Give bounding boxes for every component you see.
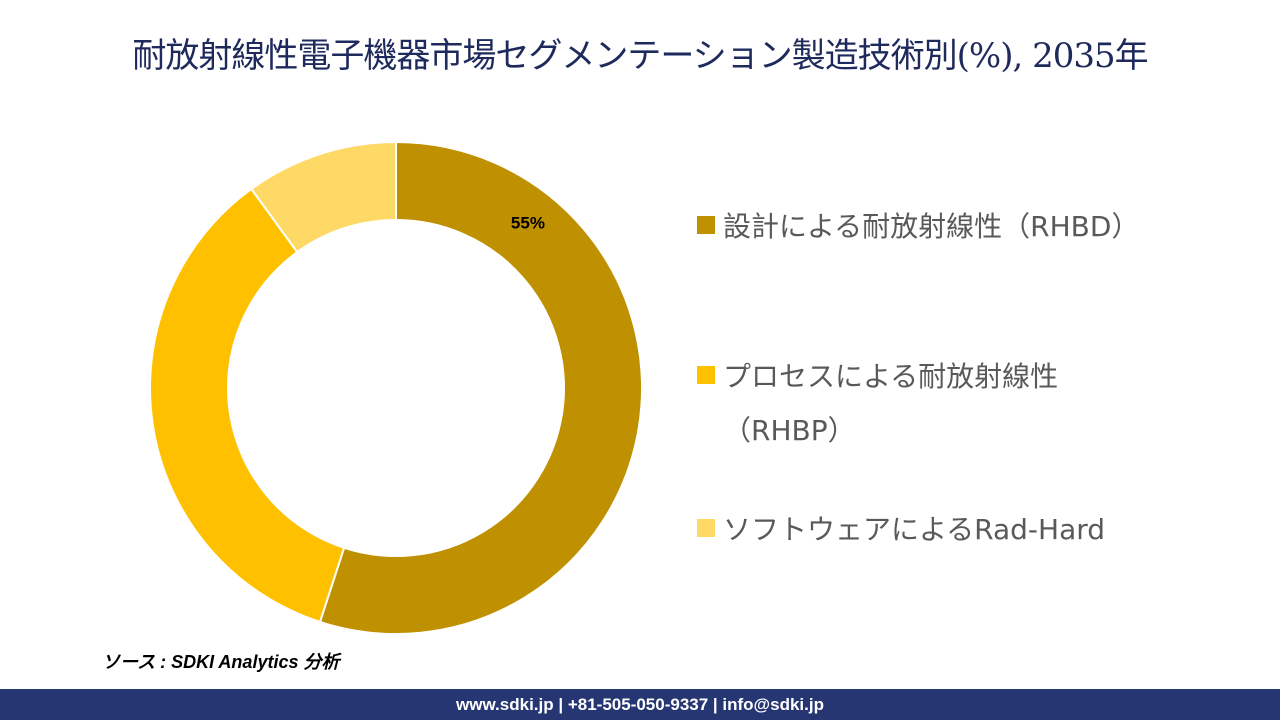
chart-title: 耐放射線性電子機器市場セグメンテーション製造技術別(%), 2035年 bbox=[132, 36, 1148, 76]
legend-swatch bbox=[697, 519, 715, 537]
legend-item-rhbd: 設計による耐放射線性（RHBD） bbox=[697, 200, 1139, 254]
data-label-0: 55% bbox=[511, 214, 545, 233]
legend-item-rhbp: プロセスによる耐放射線性 （RHBP） bbox=[697, 350, 1058, 458]
legend-label: 設計による耐放射線性（RHBD） bbox=[723, 210, 1140, 243]
donut-slice-1 bbox=[149, 187, 346, 624]
source-note: ソース : SDKI Analytics 分析 bbox=[102, 652, 340, 672]
donut-slice-0 bbox=[318, 140, 643, 635]
donut-slice-2 bbox=[250, 140, 397, 254]
footer-contact: www.sdki.jp | +81-505-050-9337 | info@sd… bbox=[0, 689, 1280, 720]
legend-swatch bbox=[697, 366, 715, 384]
legend-swatch bbox=[697, 216, 715, 234]
legend-item-radhard: ソフトウェアによるRad-Hard bbox=[697, 503, 1105, 557]
legend-label: プロセスによる耐放射線性 bbox=[723, 360, 1059, 393]
legend-label: ソフトウェアによるRad-Hard bbox=[723, 513, 1106, 546]
legend-label-cont: （RHBP） bbox=[723, 414, 856, 447]
